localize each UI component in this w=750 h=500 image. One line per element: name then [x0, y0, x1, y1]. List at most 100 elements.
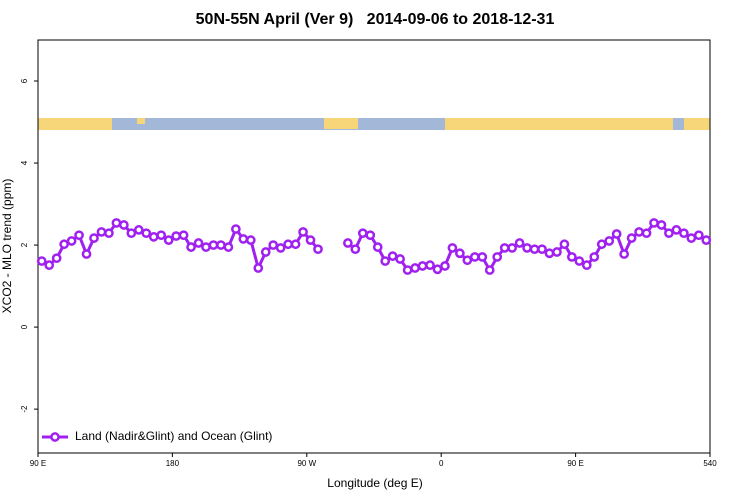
data-point	[283, 239, 293, 250]
data-point	[193, 238, 204, 248]
data-point	[559, 239, 570, 250]
data-point	[171, 231, 181, 241]
data-point	[260, 247, 271, 257]
data-point	[66, 236, 77, 246]
data-point	[290, 239, 301, 250]
data-point	[245, 235, 256, 245]
land-band	[445, 118, 673, 130]
land-ocean-band	[38, 118, 710, 130]
data-point	[552, 247, 562, 257]
legend-entry: Land (Nadir&Glint) and Ocean (Glint)	[42, 429, 272, 443]
data-point	[357, 228, 368, 239]
data-point	[59, 239, 69, 250]
data-point	[417, 261, 428, 271]
data-point	[581, 260, 592, 271]
data-point	[507, 243, 517, 253]
chart-title: 50N-55N April (Ver 9) 2014-09-06 to 2018…	[196, 11, 555, 28]
x-tick-label: 540	[703, 459, 717, 468]
x-tick-label: 90 W	[297, 459, 316, 468]
legend-marker	[50, 432, 60, 442]
data-point	[216, 240, 226, 250]
legend-label: Land (Nadir&Glint) and Ocean (Glint)	[75, 429, 272, 443]
data-point	[119, 220, 129, 230]
data-point	[111, 218, 122, 228]
y-tick-label: 6	[20, 78, 29, 83]
data-point	[484, 265, 495, 275]
data-point	[619, 249, 629, 259]
x-axis-label: Longitude (deg E)	[327, 476, 422, 490]
data-point	[469, 252, 480, 262]
land-band	[684, 118, 710, 130]
data-point	[432, 264, 443, 275]
data-point	[238, 234, 249, 244]
data-point	[372, 242, 383, 252]
data-point	[380, 256, 391, 266]
data-point	[596, 239, 607, 250]
data-point	[529, 244, 540, 255]
y-tick-label: 2	[20, 242, 29, 247]
plot-frame	[37, 39, 711, 454]
data-point	[163, 235, 174, 245]
data-point	[425, 260, 435, 271]
data-point	[268, 240, 279, 250]
data-point	[104, 228, 114, 239]
data-point	[156, 230, 167, 241]
land-band	[38, 118, 112, 130]
data-point	[537, 244, 547, 255]
data-point	[74, 230, 84, 241]
data-point	[148, 232, 159, 242]
y-axis-label: XCO2 - MLO trend (ppm)	[0, 179, 14, 314]
data-point	[298, 227, 308, 237]
data-point	[641, 228, 652, 239]
data-point	[36, 256, 47, 266]
data-point	[656, 220, 667, 230]
x-tick-label: 90 E	[30, 459, 46, 468]
data-point	[395, 254, 405, 264]
data-point	[253, 263, 264, 273]
x-tick-label: 90 E	[567, 459, 583, 468]
data-point	[51, 253, 62, 264]
data-point	[679, 228, 689, 239]
data-point	[634, 227, 644, 237]
data-point	[89, 233, 99, 243]
data-point	[275, 243, 286, 253]
land-band	[324, 118, 358, 129]
data-point	[402, 265, 413, 275]
data-point	[462, 255, 473, 266]
data-point	[201, 242, 211, 252]
data-point	[477, 252, 488, 262]
data-point	[365, 230, 376, 241]
data-point	[544, 248, 555, 259]
land-band	[137, 118, 145, 124]
data-point	[186, 242, 196, 252]
data-point	[522, 243, 532, 253]
data-point	[44, 260, 55, 271]
data-point	[567, 252, 577, 262]
data-point	[499, 243, 510, 253]
data-point	[81, 249, 92, 259]
data-point	[96, 227, 107, 237]
data-point	[447, 243, 458, 253]
x-tick-label: 0	[439, 459, 444, 468]
data-point	[305, 235, 316, 245]
data-point	[126, 228, 137, 239]
data-point	[611, 229, 622, 239]
data-point	[208, 240, 219, 250]
data-point	[626, 233, 637, 243]
data-point	[141, 228, 152, 239]
data-point	[343, 238, 353, 248]
x-tick-label: 180	[166, 459, 180, 468]
data-point	[455, 248, 465, 259]
data-point	[671, 225, 682, 235]
data-point	[350, 244, 361, 255]
data-point	[693, 230, 704, 241]
data-point	[701, 235, 712, 245]
data-point	[514, 238, 525, 248]
data-point	[178, 230, 189, 241]
data-point	[604, 236, 615, 246]
data-point	[589, 252, 600, 262]
data-point	[313, 244, 323, 255]
data-point	[410, 263, 420, 273]
data-point	[492, 252, 503, 262]
